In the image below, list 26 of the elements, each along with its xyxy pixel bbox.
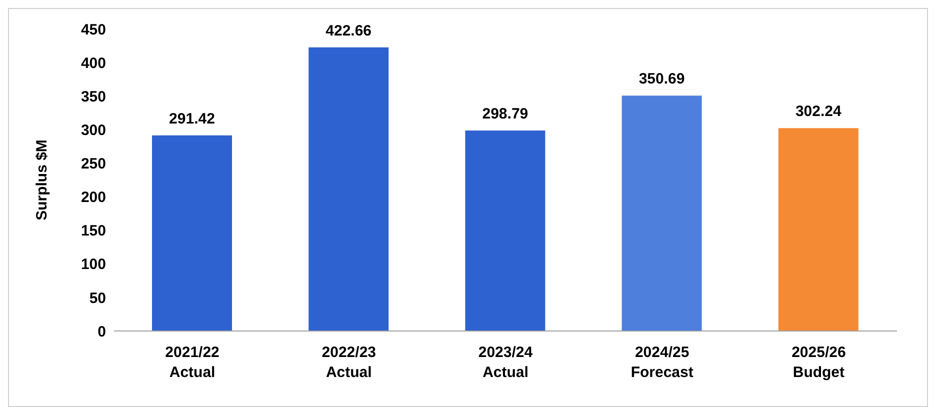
bar: [308, 47, 389, 331]
data-label: 298.79: [482, 105, 528, 122]
bar: [622, 96, 702, 331]
bar: [778, 128, 858, 331]
data-label: 350.69: [638, 70, 685, 88]
y-tick-label: 0: [98, 323, 106, 340]
x-tick-label: 2024/25 Forecast: [630, 344, 694, 381]
x-tick-label: 2023/24 Actual: [478, 344, 534, 381]
x-tick-label: 2022/23 Actual: [322, 344, 376, 381]
x-tick-label: 2025/26 Budget: [792, 344, 846, 381]
y-tick-label: 400: [80, 54, 106, 72]
bar: [465, 130, 546, 331]
y-tick-label: 450: [80, 21, 106, 38]
data-label: 291.42: [169, 110, 215, 128]
y-tick-label: 200: [80, 189, 106, 206]
y-tick-label: 250: [80, 156, 106, 173]
y-tick-label: 350: [80, 88, 106, 106]
bar: [152, 135, 232, 331]
y-tick-label: 50: [89, 290, 106, 307]
data-label: 422.66: [326, 22, 372, 40]
y-tick-label: 100: [80, 256, 106, 274]
x-tick-label: 2021/22 Actual: [165, 344, 220, 381]
y-tick-label: 300: [80, 122, 106, 139]
data-label: 302.24: [795, 103, 842, 120]
y-tick-label: 150: [80, 222, 106, 240]
y-axis-title: Surplus $M: [33, 140, 50, 220]
